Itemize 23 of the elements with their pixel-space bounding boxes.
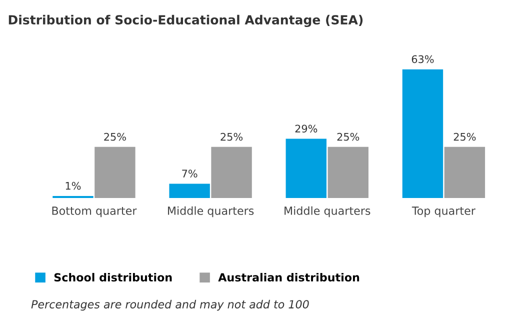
data-label: 25% — [337, 132, 360, 141]
legend-label: School distribution — [54, 272, 172, 282]
bar — [402, 69, 444, 198]
x-tick-label: Bottom quarter — [52, 206, 137, 218]
bar — [328, 146, 368, 198]
legend-label: Australian distribution — [218, 272, 360, 282]
data-label: 7% — [182, 170, 198, 178]
x-tick-label: Middle quarters — [284, 206, 370, 218]
data-label: 25% — [220, 132, 243, 141]
text: Percentages are rounded and may not add to 100 — [31, 300, 309, 311]
x-tick-label: Top quarter — [412, 206, 476, 218]
bar — [444, 146, 486, 198]
bar — [211, 146, 252, 198]
bar — [169, 184, 210, 198]
data-label: 25% — [454, 132, 476, 141]
bar — [286, 138, 326, 198]
data-label: 1% — [66, 182, 81, 190]
chart-title: Distribution of Socio-Educational Advantage (SEA) — [8, 14, 363, 28]
bar — [94, 146, 136, 198]
data-label: 25% — [104, 132, 126, 141]
data-label: 29% — [295, 124, 318, 133]
data-label: 63% — [412, 55, 434, 64]
x-tick-label: Middle quarters — [168, 206, 254, 218]
